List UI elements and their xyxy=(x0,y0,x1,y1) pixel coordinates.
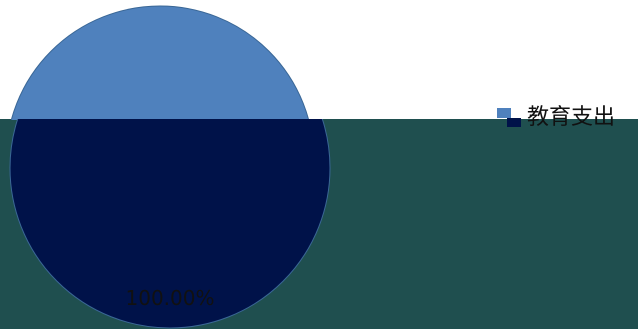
legend-swatch-overlap xyxy=(507,118,521,127)
pie-slice xyxy=(9,119,331,329)
legend-label: 教育支出 xyxy=(527,105,615,130)
slice-percent-label: 100.00% xyxy=(126,286,215,310)
legend-swatch xyxy=(497,108,511,118)
pie-layer-light xyxy=(10,5,310,120)
pie-slice xyxy=(10,5,310,120)
legend: 教育支出 xyxy=(497,105,615,130)
pie-layer-dark xyxy=(9,119,331,329)
